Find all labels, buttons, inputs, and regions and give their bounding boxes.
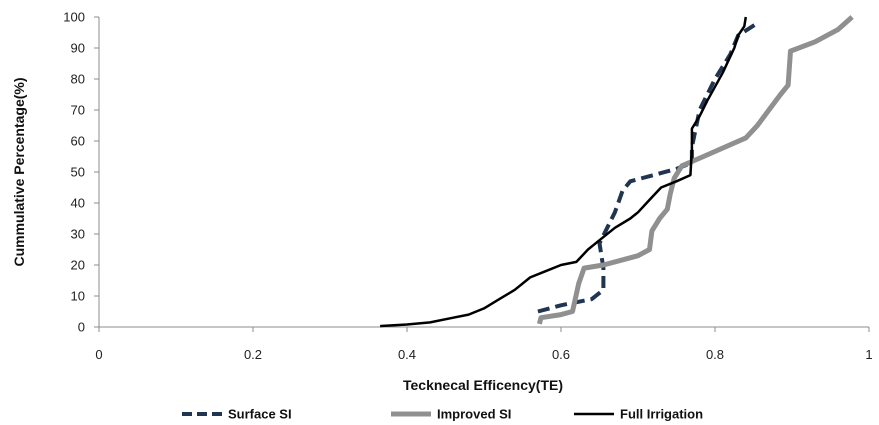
x-tick-labels: 0 0.2 0.4 0.6 0.8 1 (95, 347, 872, 362)
x-tick-label: 0.6 (552, 347, 570, 362)
series-line-full-irrigation (380, 16, 748, 328)
y-tick-label: 100 (63, 10, 85, 25)
y-tick-label: 50 (71, 165, 85, 180)
series-lines (380, 15, 854, 328)
y-tick-label: 10 (71, 289, 85, 304)
y-tick-label: 90 (71, 41, 85, 56)
y-tick-label: 40 (71, 196, 85, 211)
y-tick-labels: 0 10 20 30 40 50 60 70 80 90 100 (63, 10, 85, 335)
legend-label-improved-si: Improved SI (437, 407, 511, 422)
x-tick-label: 0 (95, 347, 102, 362)
y-tick-label: 30 (71, 227, 85, 242)
x-axis-title: Tecknecal Efficency(TE) (403, 377, 563, 393)
x-tick-label: 0.8 (706, 347, 724, 362)
y-tick-label: 60 (71, 134, 85, 149)
x-tick-label: 0.4 (398, 347, 416, 362)
axes (94, 16, 870, 332)
y-tick-label: 70 (71, 103, 85, 118)
x-tick-label: 0.2 (244, 347, 262, 362)
y-tick-label: 0 (78, 320, 85, 335)
legend-label-full-irrigation: Full Irrigation (620, 407, 703, 422)
y-axis-title: Cummulative Percentage(%) (11, 77, 27, 266)
series-line-surface-si (537, 21, 759, 314)
legend-label-surface-si: Surface SI (228, 407, 292, 422)
y-tick-label: 80 (71, 72, 85, 87)
x-tick-label: 1 (865, 347, 872, 362)
legend: Surface SI Improved SI Full Irrigation (182, 407, 703, 422)
series-line-improved-si (536, 15, 854, 325)
y-tick-label: 20 (71, 258, 85, 273)
